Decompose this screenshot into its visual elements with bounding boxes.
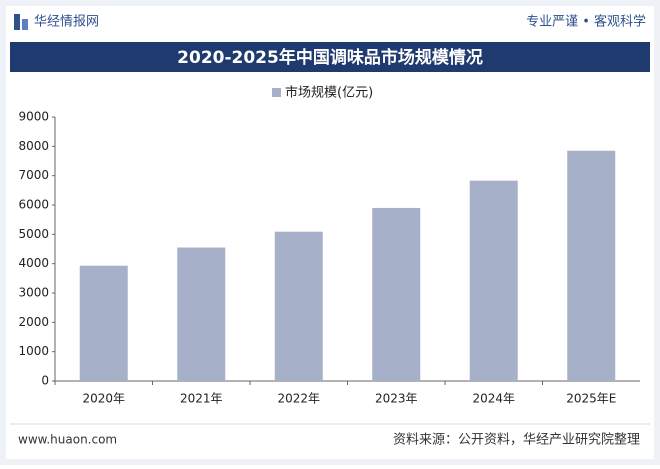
bar (274, 231, 323, 381)
bar (177, 247, 226, 381)
x-tick-label: 2024年 (472, 392, 515, 406)
x-tick-label: 2020年 (82, 392, 125, 406)
bar (469, 180, 518, 381)
bar (372, 207, 421, 381)
x-tick-label: 2022年 (277, 392, 320, 406)
y-tick-label: 7000 (18, 168, 49, 182)
brand: 华经情报网 (34, 15, 99, 30)
bar (79, 265, 128, 381)
logo-icon (14, 14, 20, 30)
x-tick-label: 2023年 (375, 392, 418, 406)
y-tick-label: 5000 (18, 227, 49, 241)
y-tick-label: 1000 (18, 344, 49, 358)
bar (567, 150, 616, 381)
chart-title: 2020-2025年中国调味品市场规模情况 (177, 47, 483, 68)
y-tick-label: 9000 (18, 110, 49, 124)
x-tick-label: 2021年 (180, 392, 223, 406)
slogan: 专业严谨 • 客观科学 (526, 14, 646, 30)
legend-label: 市场规模(亿元) (285, 85, 373, 101)
y-tick-label: 6000 (18, 198, 49, 212)
website: www.huaon.com (18, 433, 117, 447)
y-tick-label: 8000 (18, 139, 49, 153)
panel (6, 6, 654, 459)
y-tick-label: 0 (41, 374, 49, 388)
legend-swatch (272, 88, 281, 97)
title-bar (10, 42, 650, 72)
source: 资料来源：公开资料，华经产业研究院整理 (393, 433, 640, 448)
logo-icon (22, 19, 28, 30)
y-tick-label: 4000 (18, 256, 49, 270)
x-tick-label: 2025年E (566, 392, 616, 406)
y-tick-label: 3000 (18, 286, 49, 300)
y-tick-label: 2000 (18, 315, 49, 329)
